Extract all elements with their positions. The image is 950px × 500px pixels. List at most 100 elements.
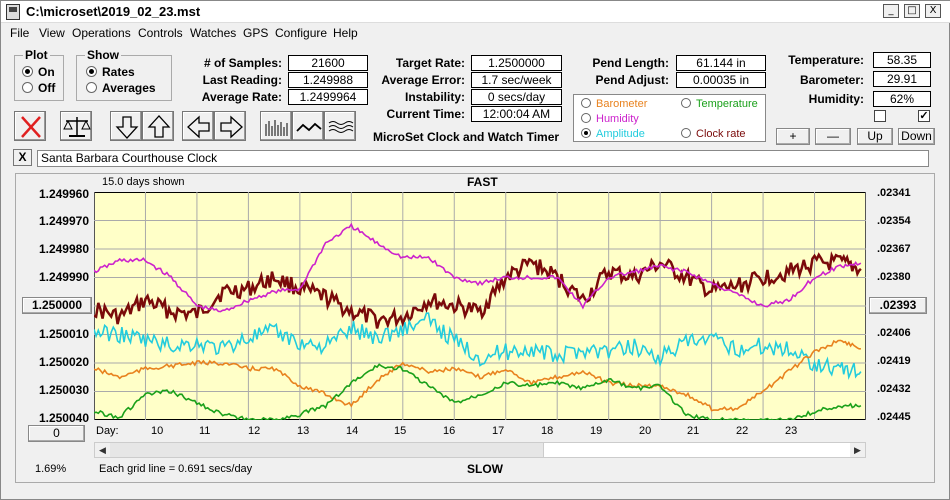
stop-button[interactable] xyxy=(14,111,46,141)
menu-view[interactable]: View xyxy=(39,26,65,40)
wave-graph-button[interactable] xyxy=(324,111,356,141)
menu-operations[interactable]: Operations xyxy=(72,26,131,40)
legend-clock-rate[interactable]: Clock rate xyxy=(681,128,746,140)
scroll-left-arrow-icon[interactable]: ◀ xyxy=(95,443,110,457)
series-line-amplitude xyxy=(94,312,862,380)
balance-button[interactable] xyxy=(60,111,92,141)
day-label: 19 xyxy=(590,425,603,437)
up-button[interactable]: Up xyxy=(857,128,893,145)
menu-configure[interactable]: Configure xyxy=(275,26,328,40)
show-group-title: Show xyxy=(85,48,121,62)
plot-on-radio[interactable]: On xyxy=(22,65,55,79)
zoom-percent: 1.69% xyxy=(35,463,67,475)
series-line-temperature xyxy=(94,363,862,420)
legend-temperature[interactable]: Temperature xyxy=(681,98,758,110)
app-caption: MicroSet Clock and Watch Timer xyxy=(373,130,560,144)
minus-button[interactable]: — xyxy=(815,128,851,145)
day-label: 22 xyxy=(736,425,749,437)
y-tick-right: .02341 xyxy=(877,187,911,199)
line-graph-button[interactable] xyxy=(292,111,324,141)
temperature-value: 58.35 xyxy=(873,52,931,68)
checkbox-1[interactable] xyxy=(874,110,886,122)
plot-group: Plot xyxy=(14,48,64,101)
instability-label: Instability: xyxy=(404,90,465,104)
day-label: 11 xyxy=(199,425,211,437)
samples-value: 21600 xyxy=(288,55,368,71)
scrollbar-thumb[interactable] xyxy=(543,443,850,457)
arrow-up-icon xyxy=(147,115,171,138)
window-title: C:\microset\2019_02_23.mst xyxy=(26,4,201,19)
graph-series xyxy=(94,222,862,420)
bar-graph-button[interactable] xyxy=(260,111,292,141)
line-graph-icon xyxy=(296,122,322,132)
menu-gps[interactable]: GPS xyxy=(243,26,269,40)
arrow-down-icon xyxy=(115,116,139,139)
offset-button[interactable]: 0 xyxy=(28,425,85,442)
graph-grid xyxy=(94,192,866,420)
scroll-right-button[interactable] xyxy=(214,111,246,141)
y-tick-right: .02432 xyxy=(877,383,911,395)
last-reading-label: Last Reading: xyxy=(202,73,282,87)
arrow-right-icon xyxy=(220,115,243,139)
day-label: 12 xyxy=(248,425,261,437)
days-shown-label: 15.0 days shown xyxy=(102,176,185,188)
clock-name-field[interactable]: Santa Barbara Courthouse Clock xyxy=(37,150,929,167)
average-error-label: Average Error: xyxy=(381,73,465,87)
average-rate-value: 1.2499964 xyxy=(288,89,368,105)
barometer-label: Barometer: xyxy=(799,73,864,87)
y-tick-left: 1.249960 xyxy=(38,187,89,201)
day-label: 17 xyxy=(492,425,505,437)
menu-watches[interactable]: Watches xyxy=(190,26,237,40)
current-time-label: Current Time: xyxy=(386,107,465,121)
legend-barometer[interactable]: Barometer xyxy=(581,98,647,110)
day-label: 23 xyxy=(785,425,798,437)
center-amplitude-button[interactable]: .02393 xyxy=(869,297,927,314)
rate-graph[interactable] xyxy=(94,192,866,420)
legend-humidity[interactable]: Humidity xyxy=(581,113,639,125)
menu-file[interactable]: File xyxy=(10,26,30,40)
arrow-left-icon xyxy=(187,115,210,139)
menu-help[interactable]: Help xyxy=(333,26,358,40)
menu-controls[interactable]: Controls xyxy=(138,26,183,40)
samples-label: # of Samples: xyxy=(203,56,282,70)
pend-length-label: Pend Length: xyxy=(592,56,669,70)
barometer-value: 29.91 xyxy=(873,71,931,87)
maximize-button[interactable]: □ xyxy=(904,4,920,18)
show-averages-radio[interactable]: Averages xyxy=(86,81,156,95)
temperature-label: Temperature: xyxy=(788,53,864,67)
down-button[interactable]: Down xyxy=(898,128,935,145)
scroll-right-arrow-icon[interactable]: ▶ xyxy=(850,443,865,457)
horizontal-scrollbar[interactable]: ◀ ▶ xyxy=(94,442,866,458)
day-prefix: Day: xyxy=(96,425,119,437)
y-tick-left: 1.249980 xyxy=(38,242,89,256)
checkbox-2[interactable]: ✓ xyxy=(918,110,930,122)
y-tick-right: .02367 xyxy=(877,243,911,255)
close-button[interactable]: X xyxy=(925,4,941,18)
scroll-down-button[interactable] xyxy=(110,111,142,141)
series-line-humidity xyxy=(94,222,862,313)
legend-humidity-label: Humidity xyxy=(596,113,639,125)
current-time-value: 12:00:04 AM xyxy=(471,106,562,122)
show-rates-radio[interactable]: Rates xyxy=(86,65,135,79)
plot-group-title: Plot xyxy=(23,48,50,62)
y-tick-left: 1.249970 xyxy=(38,214,89,228)
day-label: 18 xyxy=(541,425,554,437)
slow-label: SLOW xyxy=(467,462,503,476)
plot-off-radio[interactable]: Off xyxy=(22,81,55,95)
series-line-barometer xyxy=(94,339,861,412)
scroll-up-button[interactable] xyxy=(142,111,174,141)
day-label: 10 xyxy=(151,425,164,437)
center-rate-button[interactable]: 1.250000 xyxy=(22,297,92,314)
legend-amplitude[interactable]: Amplitude xyxy=(581,128,645,140)
day-label: 13 xyxy=(297,425,310,437)
plus-button[interactable]: + xyxy=(776,128,810,145)
fast-label: FAST xyxy=(467,175,498,189)
humidity-value: 62% xyxy=(873,91,931,107)
app-icon xyxy=(6,4,20,20)
clock-close-button[interactable]: X xyxy=(13,149,32,166)
y-tick-right: .02445 xyxy=(877,411,911,423)
scroll-left-button[interactable] xyxy=(182,111,214,141)
y-tick-right: .02380 xyxy=(877,271,911,283)
graph-panel xyxy=(15,173,935,483)
minimize-button[interactable]: _ xyxy=(883,4,899,18)
